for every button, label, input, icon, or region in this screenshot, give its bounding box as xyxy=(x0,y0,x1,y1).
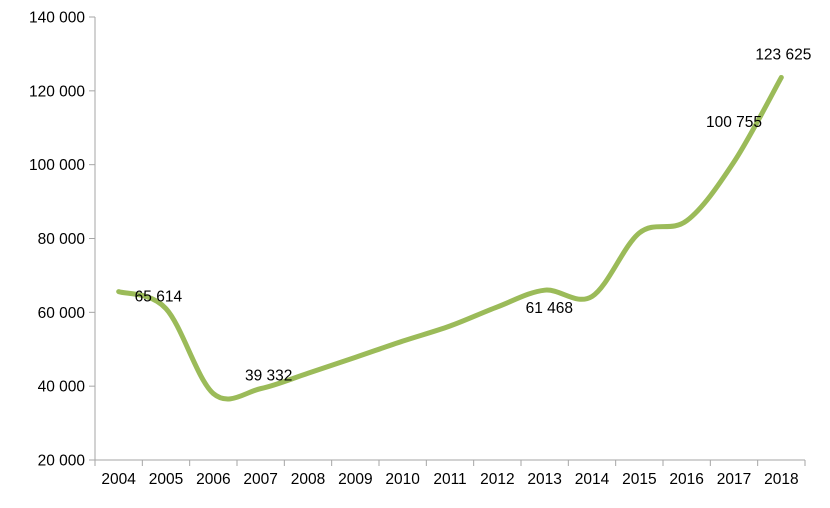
series-line xyxy=(116,74,784,402)
x-axis-label: 2013 xyxy=(527,471,561,488)
y-axis-tick-label: 60 000 xyxy=(38,305,86,322)
x-axis-label: 2014 xyxy=(575,471,610,488)
y-axis-tick-label: 120 000 xyxy=(29,83,85,100)
x-axis-label: 2017 xyxy=(717,471,751,488)
x-axis-label: 2012 xyxy=(480,471,514,488)
x-axis-label: 2010 xyxy=(385,471,420,488)
x-axis-label: 2008 xyxy=(291,471,325,488)
data-label: 65 614 xyxy=(135,289,183,306)
x-axis-label: 2004 xyxy=(101,471,136,488)
x-axis-label: 2011 xyxy=(433,471,466,488)
x-axis-label: 2016 xyxy=(669,471,703,488)
x-axis-label: 2005 xyxy=(149,471,183,488)
x-axis-label: 2006 xyxy=(196,471,230,488)
y-axis-tick-label: 100 000 xyxy=(29,157,85,174)
data-label: 100 755 xyxy=(706,114,762,131)
data-label: 61 468 xyxy=(526,300,573,317)
x-axis-label: 2015 xyxy=(622,471,656,488)
x-axis-label: 2009 xyxy=(338,471,372,488)
data-label: 123 625 xyxy=(755,46,811,63)
y-axis-tick-label: 80 000 xyxy=(38,231,86,248)
y-axis-tick-label: 20 000 xyxy=(38,453,86,470)
x-axis-label: 2007 xyxy=(243,471,277,488)
y-axis-tick-label: 140 000 xyxy=(29,10,85,27)
data-label: 39 332 xyxy=(245,368,292,385)
y-axis-tick-label: 40 000 xyxy=(38,379,86,396)
x-axis-label: 2018 xyxy=(764,471,798,488)
